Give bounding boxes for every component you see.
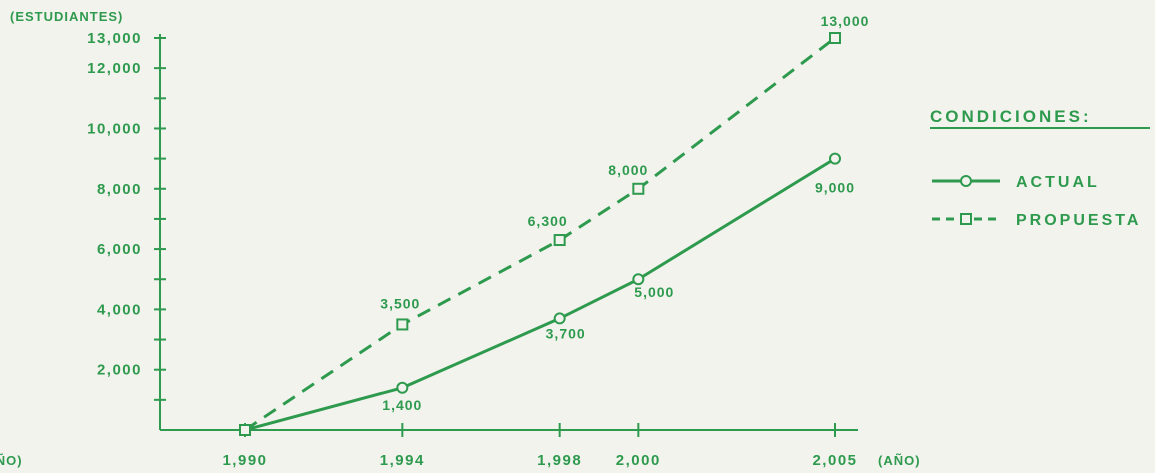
y-tick-label: 13,000 [87, 30, 142, 47]
data-point [632, 273, 645, 286]
series-line [244, 36, 836, 432]
x-tick-label: 2,005 [812, 452, 857, 469]
data-point [396, 381, 409, 394]
series-propuesta: 3,500 6,300 8,000 13,000 [239, 13, 870, 436]
legend-marker [960, 175, 972, 187]
y-tick-label: 12,000 [87, 60, 142, 77]
data-label: 5,000 [634, 284, 674, 300]
x-axis-title: (AÑO) [878, 453, 921, 468]
y-ticks: 2,000 4,000 6,000 8,000 10,000 12,000 13,000 [87, 30, 166, 401]
data-label: 3,500 [380, 295, 420, 311]
y-tick-label: 4,000 [97, 301, 142, 318]
data-point [239, 424, 251, 436]
x-axis-title-left: (AÑO) [0, 453, 23, 468]
data-label: 13,000 [821, 13, 870, 29]
y-tick-label: 2,000 [97, 362, 142, 379]
series-actual: 1,400 3,700 5,000 9,000 [239, 152, 855, 436]
y-tick-label: 10,000 [87, 120, 142, 137]
y-axis-title: (ESTUDIANTES) [10, 9, 123, 24]
data-label: 1,400 [382, 397, 422, 413]
x-tick-label: 1,990 [222, 452, 267, 469]
data-label: 8,000 [608, 162, 648, 178]
series-line [244, 157, 836, 432]
data-point [829, 32, 841, 44]
data-label: 6,300 [528, 213, 568, 229]
legend-title: CONDICIONES: [930, 107, 1092, 126]
legend-item-propuesta: PROPUESTA [932, 212, 1141, 229]
x-tick-label: 1,994 [380, 452, 425, 469]
x-ticks: 1,990 1,994 1,998 2,000 2,005 [222, 423, 857, 469]
y-tick-label: 8,000 [97, 181, 142, 198]
data-label: 3,700 [546, 325, 586, 341]
data-point [553, 312, 566, 325]
legend-label: ACTUAL [1016, 174, 1100, 191]
data-point [829, 152, 841, 165]
data-label: 9,000 [815, 180, 855, 196]
axes [159, 34, 858, 431]
data-point [553, 234, 566, 247]
legend-marker [960, 213, 972, 225]
y-tick-label: 6,000 [97, 241, 142, 258]
legend-label: PROPUESTA [1016, 212, 1141, 229]
legend-items: ACTUAL PROPUESTA [932, 174, 1141, 229]
series-layer: 1,400 3,700 5,000 9,000 3,500 6,300 8,000 13,00… [239, 13, 870, 436]
data-point [632, 182, 645, 195]
x-tick-label: 2,000 [616, 452, 661, 469]
x-tick-label: 1,998 [537, 452, 582, 469]
legend: CONDICIONES: ACTUAL PROPUESTA [930, 107, 1150, 229]
data-point [396, 318, 409, 331]
legend-item-actual: ACTUAL [932, 174, 1100, 191]
